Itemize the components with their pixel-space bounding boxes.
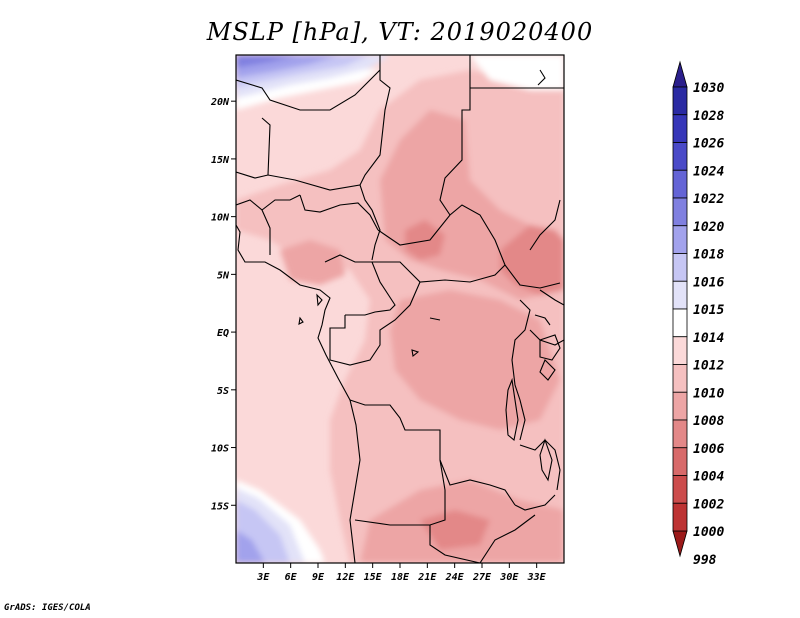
lon-tick-label: 3E: [256, 572, 270, 583]
lon-tick-label: 6E: [285, 572, 298, 583]
colorbar-swatch: [672, 391, 688, 421]
colorbar-swatch: [672, 447, 688, 476]
lon-tick-label: 24E: [445, 572, 465, 583]
colorbar-level-label: 1020: [693, 220, 724, 235]
lat-tick-label: 10S: [211, 444, 229, 455]
lon-tick-label: 12E: [336, 572, 355, 583]
colorbar-swatch: [672, 86, 688, 116]
colorbar-level-label: 1030: [693, 81, 724, 96]
pressure-field-1018: [236, 530, 265, 563]
colorbar-level-label: 1022: [693, 192, 724, 207]
lon-tick-label: 27E: [472, 572, 492, 583]
plot-title: MSLP [hPa], VT: 2019020400: [206, 18, 594, 46]
lon-tick-label: 15E: [364, 572, 383, 583]
lat-tick-label: EQ: [217, 328, 229, 339]
lon-tick-label: 33E: [527, 572, 547, 583]
lat-tick-label: 10N: [211, 213, 230, 224]
colorbar-top-arrow: [672, 60, 688, 88]
colorbar-swatch: [672, 364, 688, 393]
country-borders: [236, 55, 564, 563]
colorbar-level-label: 998: [693, 553, 717, 568]
lon-tick-label: 21E: [417, 572, 437, 583]
colorbar-swatch: [672, 169, 688, 199]
colorbar-swatch: [672, 142, 688, 171]
colorbar-swatch: [672, 502, 688, 532]
colorbar-swatch: [672, 114, 688, 143]
colorbar-swatch: [672, 308, 688, 338]
lat-tick-label: 15N: [211, 155, 230, 166]
colorbar: 1030 1028 1026 1024 1022 1020 1018 1016 1015 1014…: [672, 60, 724, 568]
colorbar-level-label: 1010: [693, 386, 724, 401]
pressure-field-1006: [500, 225, 564, 295]
colorbar-level-label: 1024: [693, 164, 724, 179]
colorbar-level-label: 1014: [693, 331, 724, 346]
lon-tick-label: 9E: [312, 572, 325, 583]
colorbar-level-label: 1026: [693, 137, 724, 152]
lon-tick-label: 18E: [391, 572, 410, 583]
longitude-axis: 3E 6E 9E 12E 15E 18E 21E 24E 27E 30E 33E: [256, 563, 547, 583]
lat-tick-label: 15S: [211, 501, 229, 512]
colorbar-level-label: 1028: [693, 109, 724, 124]
lon-tick-label: 30E: [499, 572, 519, 583]
colorbar-level-label: 1018: [693, 248, 724, 263]
colorbar-swatch: [672, 197, 688, 227]
colorbar-level-label: 1012: [693, 359, 724, 374]
colorbar-swatch: [672, 419, 688, 449]
colorbar-level-label: 1006: [693, 442, 724, 457]
colorbar-level-label: 1000: [693, 525, 724, 540]
colorbar-level-label: 1016: [693, 275, 724, 290]
lat-tick-label: 5S: [217, 386, 229, 397]
colorbar-swatch: [672, 475, 688, 504]
colorbar-swatch: [672, 253, 688, 282]
colorbar-swatch: [672, 225, 688, 254]
lat-tick-label: 5N: [217, 270, 230, 281]
colorbar-level-label: 1015: [693, 303, 724, 318]
grads-credit: GrADS: IGES/COLA: [4, 603, 91, 613]
colorbar-swatch: [672, 336, 688, 365]
colorbar-level-label: 1004: [693, 470, 724, 485]
colorbar-swatch: [672, 280, 688, 310]
colorbar-level-label: 1008: [693, 414, 724, 429]
colorbar-bottom-arrow: [672, 530, 688, 558]
lat-tick-label: 20N: [210, 97, 230, 108]
colorbar-level-label: 1002: [693, 497, 724, 512]
latitude-axis: 20N 15N 10N 5N EQ 5S 10S 15S: [210, 97, 236, 512]
map-panel: [236, 55, 564, 563]
